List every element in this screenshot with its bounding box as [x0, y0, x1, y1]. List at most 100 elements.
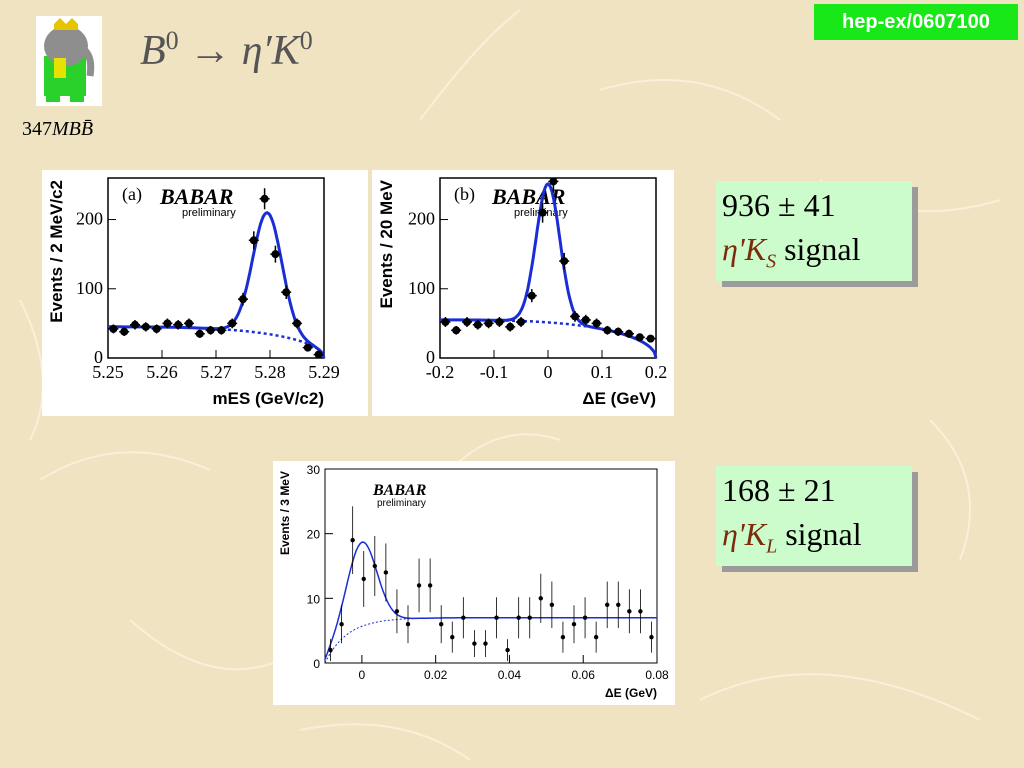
y-tick-label: 20 — [307, 528, 321, 542]
title-b: B — [140, 28, 166, 74]
particle-kl-sub: L — [766, 535, 778, 558]
data-point — [383, 570, 389, 575]
data-point — [605, 602, 610, 607]
data-point — [627, 609, 632, 614]
data-point — [282, 288, 291, 297]
data-point — [603, 326, 612, 335]
luminosity-unit: MBB̄ — [52, 118, 94, 140]
x-tick-label: 5.27 — [200, 362, 232, 382]
y-tick-label: 30 — [307, 463, 321, 477]
y-tick-label: 100 — [408, 278, 435, 298]
signal-box-kl: 168 ± 21 η'KL signal — [716, 466, 912, 566]
data-point — [616, 602, 621, 607]
data-point — [472, 641, 477, 646]
data-point — [473, 320, 482, 329]
x-tick-label: 5.29 — [308, 362, 340, 382]
data-point — [152, 324, 161, 333]
panel-label: (a) — [122, 184, 142, 205]
babar-elephant-logo — [36, 16, 102, 106]
data-point — [314, 350, 323, 359]
data-point — [260, 194, 269, 203]
data-point — [131, 320, 139, 329]
title-b-sup: 0 — [165, 26, 179, 55]
luminosity-value: 347 — [22, 118, 52, 140]
y-tick-label: 10 — [307, 592, 321, 606]
data-point — [120, 327, 129, 336]
x-tick-label: 5.25 — [92, 362, 124, 382]
data-point — [439, 622, 444, 627]
y-axis-label: Events / 2 MeV/c2 — [47, 180, 66, 323]
signal-word-ks: signal — [784, 231, 861, 267]
x-tick-label: 0.2 — [645, 362, 668, 382]
data-point — [495, 318, 504, 326]
x-tick-label: 0.1 — [591, 362, 614, 382]
data-point — [527, 291, 536, 300]
y-axis-label: Events / 3 MeV — [278, 471, 292, 555]
data-point — [328, 647, 333, 653]
y-tick-label: 0 — [313, 657, 320, 671]
x-axis-label: ΔE (GeV) — [605, 686, 657, 700]
data-point — [350, 537, 355, 543]
data-point — [163, 319, 172, 328]
signal-yield-kl: 168 ± 21 — [722, 472, 836, 508]
x-tick-label: -0.1 — [480, 362, 509, 382]
data-point — [372, 563, 377, 569]
x-tick-label: -0.2 — [426, 362, 455, 382]
data-point — [505, 647, 510, 653]
luminosity-label: 347MBB̄ — [22, 118, 93, 141]
plot-a: 5.25 5.26 5.27 5.28 5.29 0 100 200 mES (GeV/c2) E… — [42, 170, 368, 416]
data-point — [141, 322, 150, 331]
data-point — [206, 326, 215, 335]
y-tick-label: 200 — [76, 209, 103, 229]
data-point — [405, 622, 411, 627]
data-point — [416, 583, 422, 588]
data-point — [109, 324, 118, 333]
data-point — [538, 596, 543, 601]
page-title: B0 → η′K0 — [140, 26, 313, 75]
data-point — [571, 622, 577, 627]
data-point — [625, 329, 633, 338]
data-point — [228, 319, 237, 328]
data-point — [450, 634, 455, 640]
data-point — [614, 327, 623, 336]
x-axis-label: ΔE (GeV) — [582, 389, 656, 408]
data-point — [441, 318, 450, 326]
x-tick-label: 5.26 — [146, 362, 178, 382]
signal-word-kl: signal — [785, 516, 862, 552]
data-point — [646, 334, 655, 343]
data-point — [516, 615, 521, 620]
x-axis-label: mES (GeV/c2) — [213, 389, 325, 408]
data-point — [185, 319, 193, 328]
panel-label: (b) — [454, 184, 475, 205]
preliminary-label: preliminary — [182, 207, 236, 219]
data-point — [195, 329, 204, 338]
title-k: K — [271, 28, 300, 74]
data-point — [293, 319, 301, 328]
data-point — [494, 615, 499, 620]
babar-logo-text: BABAR — [372, 482, 427, 499]
data-point — [581, 315, 590, 324]
x-tick-label: 0.06 — [572, 668, 596, 682]
data-point — [549, 177, 558, 186]
plot-frame — [324, 468, 658, 664]
data-point — [239, 295, 247, 304]
data-point — [463, 318, 471, 326]
x-tick-label: 0.08 — [645, 668, 669, 682]
plot-c: 0 0.02 0.04 0.06 0.08 0 10 20 30 ΔE (GeV) Events /… — [273, 461, 675, 705]
data-point — [549, 602, 555, 607]
title-etaprime: η′ — [241, 28, 272, 74]
x-tick-label: 0 — [544, 362, 553, 382]
data-point — [483, 641, 488, 646]
plot-b-svg: -0.2 -0.1 0 0.1 0.2 0 100 200 ΔE (GeV) Events / 2… — [377, 177, 668, 408]
data-point — [560, 634, 566, 640]
data-point — [361, 576, 366, 582]
total-fit-curve — [324, 541, 657, 660]
data-point — [593, 634, 599, 640]
reference-tag: hep-ex/0607100 — [814, 4, 1018, 40]
x-tick-label: 0.04 — [498, 668, 522, 682]
data-point — [303, 343, 312, 352]
data-point — [394, 609, 400, 614]
data-point — [427, 583, 433, 588]
particle-ks: η'K — [722, 231, 767, 267]
data-point — [452, 326, 461, 335]
